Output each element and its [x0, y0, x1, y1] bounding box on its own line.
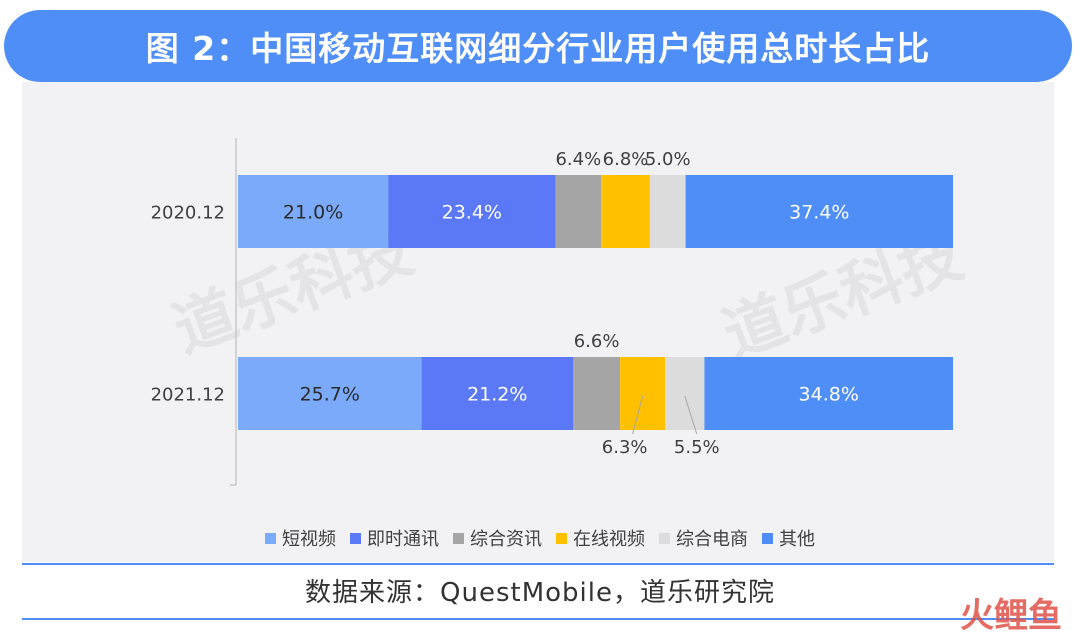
bar-segment	[421, 357, 573, 430]
legend-label: 短视频	[282, 529, 336, 550]
legend-swatch	[453, 533, 464, 544]
divider	[22, 563, 1054, 565]
data-label: 6.6%	[574, 331, 620, 352]
bar-segment	[238, 175, 389, 248]
legend-swatch	[762, 533, 773, 544]
legend-label: 综合资讯	[470, 529, 542, 550]
source-note: 数据来源：QuestMobile，道乐研究院	[305, 578, 775, 608]
data-label: 6.4%	[555, 149, 601, 170]
legend-label: 即时通讯	[367, 529, 439, 550]
bar-segment	[649, 175, 686, 248]
bar-segment	[555, 175, 602, 248]
bar-segment	[238, 357, 422, 430]
divider	[22, 618, 1054, 620]
legend-label: 综合电商	[676, 529, 748, 550]
leader-line	[684, 395, 698, 435]
category-label: 2021.12	[151, 385, 225, 406]
chart-title: 图 2：中国移动互联网细分行业用户使用总时长占比	[145, 29, 931, 68]
data-label: 5.5%	[674, 437, 720, 458]
data-label: 5.0%	[645, 149, 691, 170]
data-label: 21.2%	[467, 384, 527, 406]
leader-line	[632, 395, 644, 435]
legend-swatch	[350, 533, 361, 544]
bar-segment	[620, 357, 666, 430]
data-label: 25.7%	[300, 384, 360, 406]
data-label: 6.8%	[603, 149, 649, 170]
data-label: 23.4%	[442, 202, 502, 224]
data-label: 37.4%	[789, 202, 849, 224]
bar-segment	[685, 175, 953, 248]
legend-label: 其他	[779, 529, 815, 550]
legend-swatch	[556, 533, 567, 544]
data-label: 34.8%	[799, 384, 859, 406]
chart-panel	[22, 82, 1054, 562]
data-label: 6.3%	[602, 437, 648, 458]
bar-segment	[665, 357, 705, 430]
legend-swatch	[265, 533, 276, 544]
bar-segment	[573, 357, 621, 430]
legend-swatch	[659, 533, 670, 544]
data-label: 21.0%	[283, 202, 343, 224]
title-banner: 图 2：中国移动互联网细分行业用户使用总时长占比	[4, 10, 1072, 82]
bar-segment	[388, 175, 556, 248]
bar-segment	[601, 175, 650, 248]
legend-label: 在线视频	[573, 529, 645, 550]
bar-segment	[704, 357, 953, 430]
brand-logo: 火鲤鱼	[960, 596, 1062, 636]
category-label: 2020.12	[151, 203, 225, 224]
